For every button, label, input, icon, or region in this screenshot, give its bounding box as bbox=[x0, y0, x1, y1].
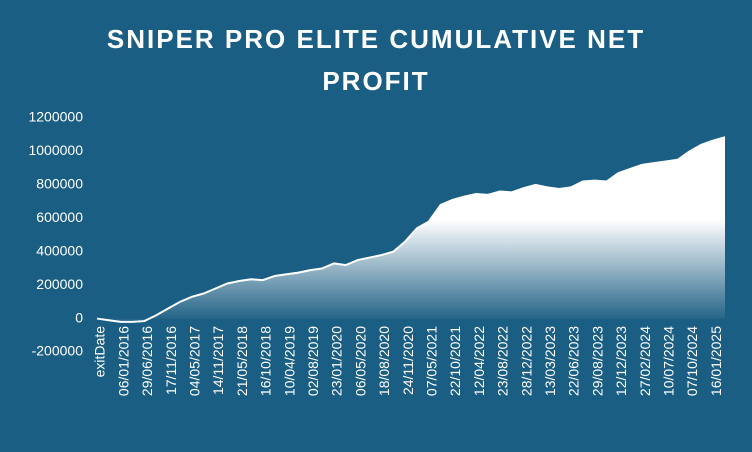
y-tick-label: 600000 bbox=[36, 209, 83, 225]
x-tick-label: 28/12/2022 bbox=[518, 326, 534, 396]
x-tick-label: 14/11/2017 bbox=[210, 326, 226, 395]
x-tick-label: 24/11/2020 bbox=[400, 326, 416, 395]
x-tick-label: 07/05/2021 bbox=[423, 326, 439, 396]
x-tick-label: 23/08/2022 bbox=[495, 326, 511, 396]
y-tick-label: 800000 bbox=[36, 176, 83, 192]
x-tick-label: 04/05/2017 bbox=[186, 326, 202, 396]
x-tick-label: 23/01/2020 bbox=[329, 326, 345, 396]
x-axis-title: exitDate bbox=[92, 326, 108, 378]
x-tick-label: 17/11/2016 bbox=[163, 326, 179, 395]
x-tick-label: 27/02/2024 bbox=[637, 326, 653, 396]
y-tick-label: -200000 bbox=[32, 343, 84, 359]
x-tick-label: 02/08/2019 bbox=[305, 326, 321, 396]
x-tick-label: 22/10/2021 bbox=[447, 326, 463, 396]
x-tick-label: 29/08/2023 bbox=[589, 326, 605, 396]
x-tick-label: 16/01/2025 bbox=[708, 326, 724, 396]
x-tick-label: 06/05/2020 bbox=[352, 326, 368, 396]
x-tick-label: 29/06/2016 bbox=[139, 326, 155, 396]
line bbox=[96, 136, 726, 323]
area bbox=[97, 137, 725, 322]
x-tick-label: 12/12/2023 bbox=[613, 326, 629, 396]
x-tick-label: 06/01/2016 bbox=[115, 326, 131, 396]
x-tick-label: 13/03/2023 bbox=[542, 326, 558, 396]
x-tick-label: 10/07/2024 bbox=[660, 326, 676, 396]
y-tick-label: 1000000 bbox=[28, 142, 83, 158]
x-tick-label: 16/10/2018 bbox=[258, 326, 274, 396]
x-tick-label: 10/04/2019 bbox=[281, 326, 297, 396]
x-tick-label: 12/04/2022 bbox=[471, 326, 487, 396]
x-tick-label: 22/06/2023 bbox=[566, 326, 582, 396]
y-tick-label: 1200000 bbox=[28, 109, 83, 125]
y-tick-label: 400000 bbox=[36, 242, 83, 258]
x-tick-label: 07/10/2024 bbox=[684, 326, 700, 396]
x-tick-label: 21/05/2018 bbox=[234, 326, 250, 396]
y-tick-label: 0 bbox=[75, 309, 83, 325]
x-tick-label: 18/08/2020 bbox=[376, 326, 392, 396]
y-tick-label: 200000 bbox=[36, 276, 83, 292]
chart-title: SNIPER PRO ELITE CUMULATIVE NET PROFIT bbox=[106, 24, 646, 96]
